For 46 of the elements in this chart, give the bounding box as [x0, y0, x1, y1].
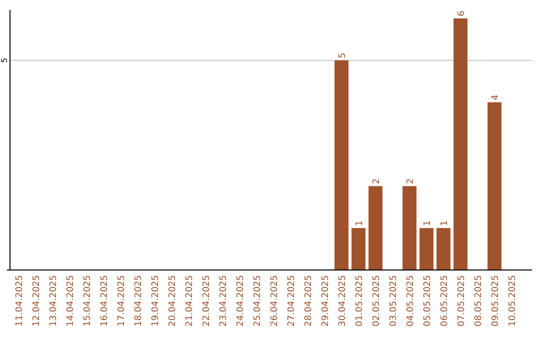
bar [420, 228, 434, 270]
x-tick-label: 28.04.2025 [304, 275, 314, 327]
x-tick-label: 13.04.2025 [49, 275, 59, 327]
data-label: 4 [491, 94, 501, 100]
x-tick-label: 01.05.2025 [355, 275, 365, 327]
data-label: 5 [338, 52, 348, 58]
x-tick-label: 30.04.2025 [338, 275, 348, 327]
x-tick-label: 26.04.2025 [270, 275, 280, 327]
bar [352, 228, 366, 270]
x-tick-label: 09.05.2025 [491, 275, 501, 327]
bar [368, 186, 382, 270]
x-tick-label: 11.04.2025 [15, 275, 25, 327]
x-tick-label: 03.05.2025 [389, 275, 399, 327]
x-tick-label: 15.04.2025 [83, 275, 93, 327]
data-label: 1 [355, 220, 365, 226]
bar [436, 228, 450, 270]
x-tick-label: 27.04.2025 [287, 275, 297, 327]
data-label: 6 [457, 10, 467, 16]
data-label: 1 [423, 220, 433, 226]
x-tick-label: 19.04.2025 [151, 275, 161, 327]
x-tick-label: 12.04.2025 [32, 275, 42, 327]
x-tick-label: 10.05.2025 [508, 275, 518, 327]
x-tick-label: 23.04.2025 [219, 275, 229, 327]
bar [402, 186, 416, 270]
data-label: 2 [372, 178, 382, 184]
data-label: 2 [406, 178, 416, 184]
bar [334, 60, 348, 270]
x-tick-label: 24.04.2025 [236, 275, 246, 327]
x-tick-label: 02.05.2025 [372, 275, 382, 327]
x-tick-label: 06.05.2025 [440, 275, 450, 327]
x-tick-label: 04.05.2025 [406, 275, 416, 327]
x-tick-label: 08.05.2025 [474, 275, 484, 327]
x-tick-label: 07.05.2025 [457, 275, 467, 327]
x-tick-label: 16.04.2025 [100, 275, 110, 327]
x-tick-label: 18.04.2025 [134, 275, 144, 327]
data-label: 1 [440, 220, 450, 226]
x-tick-label: 21.04.2025 [185, 275, 195, 327]
bar [488, 102, 502, 270]
x-tick-label: 05.05.2025 [423, 275, 433, 327]
x-tick-label: 14.04.2025 [66, 275, 76, 327]
x-tick-label: 22.04.2025 [202, 275, 212, 327]
x-tick-label: 25.04.2025 [253, 275, 263, 327]
x-tick-label: 17.04.2025 [117, 275, 127, 327]
bar [454, 18, 468, 270]
x-tick-label: 29.04.2025 [321, 275, 331, 327]
x-tick-label: 20.04.2025 [168, 275, 178, 327]
